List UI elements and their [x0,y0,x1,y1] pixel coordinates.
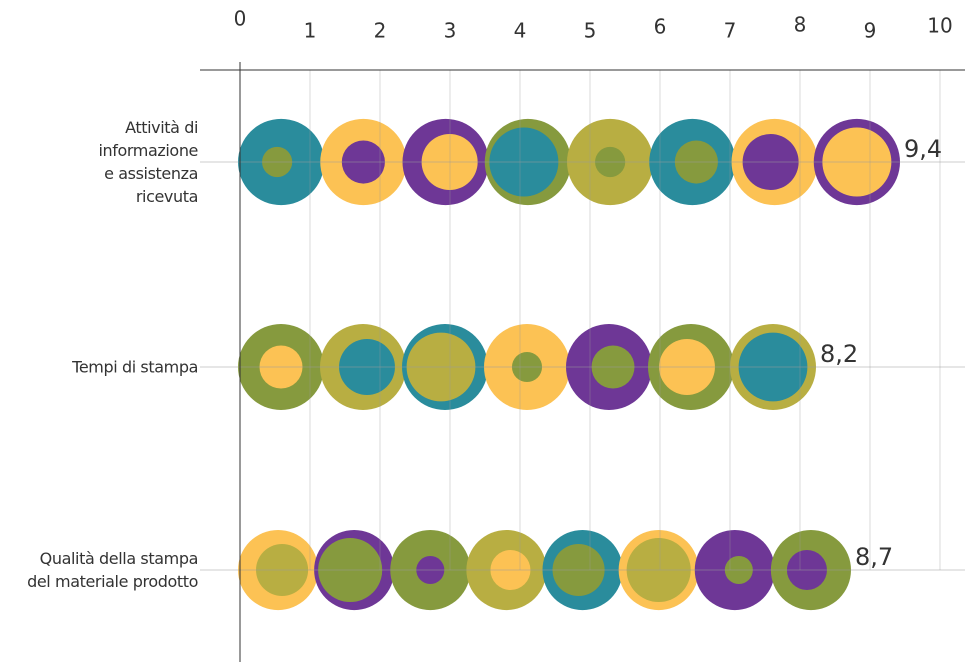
x-tick-label: 0 [234,7,247,31]
x-tick-label: 1 [304,19,317,43]
x-tick-label: 9 [864,19,877,43]
x-tick-label: 4 [514,19,527,43]
x-tick-label: 2 [374,19,387,43]
value-label: 9,4 [904,135,942,163]
x-tick-label: 7 [724,19,737,43]
x-tick-label: 6 [654,15,667,39]
x-tick-label: 5 [584,19,597,43]
x-tick-label: 3 [444,19,457,43]
category-label: Tempi di stampa [72,357,198,377]
value-label: 8,2 [820,340,858,368]
x-tick-label: 10 [927,14,952,38]
value-label: 8,7 [855,543,893,571]
category-label: Qualità della stampa del materiale prodo… [27,549,198,591]
category-label: Attività di informazione e assistenza ri… [98,118,198,206]
x-tick-label: 8 [794,13,807,37]
